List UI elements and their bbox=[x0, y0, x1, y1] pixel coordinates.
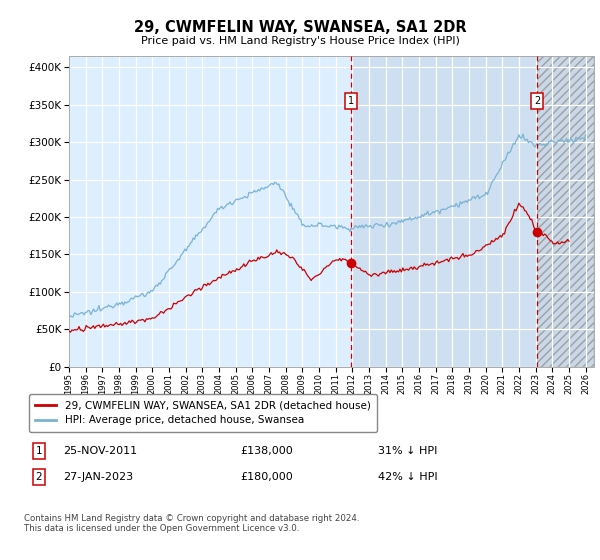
Text: 2: 2 bbox=[534, 96, 540, 106]
Text: £180,000: £180,000 bbox=[240, 472, 293, 482]
Text: 29, CWMFELIN WAY, SWANSEA, SA1 2DR: 29, CWMFELIN WAY, SWANSEA, SA1 2DR bbox=[134, 20, 466, 35]
Text: 1: 1 bbox=[348, 96, 354, 106]
Text: 42% ↓ HPI: 42% ↓ HPI bbox=[378, 472, 437, 482]
Text: 27-JAN-2023: 27-JAN-2023 bbox=[63, 472, 133, 482]
Text: 25-NOV-2011: 25-NOV-2011 bbox=[63, 446, 137, 456]
Bar bbox=[351, 56, 594, 367]
Text: Contains HM Land Registry data © Crown copyright and database right 2024.
This d: Contains HM Land Registry data © Crown c… bbox=[24, 514, 359, 534]
Text: 1: 1 bbox=[35, 446, 43, 456]
Text: 2: 2 bbox=[35, 472, 43, 482]
Text: 31% ↓ HPI: 31% ↓ HPI bbox=[378, 446, 437, 456]
Text: Price paid vs. HM Land Registry's House Price Index (HPI): Price paid vs. HM Land Registry's House … bbox=[140, 36, 460, 46]
Text: £138,000: £138,000 bbox=[240, 446, 293, 456]
Legend: 29, CWMFELIN WAY, SWANSEA, SA1 2DR (detached house), HPI: Average price, detache: 29, CWMFELIN WAY, SWANSEA, SA1 2DR (deta… bbox=[29, 394, 377, 432]
